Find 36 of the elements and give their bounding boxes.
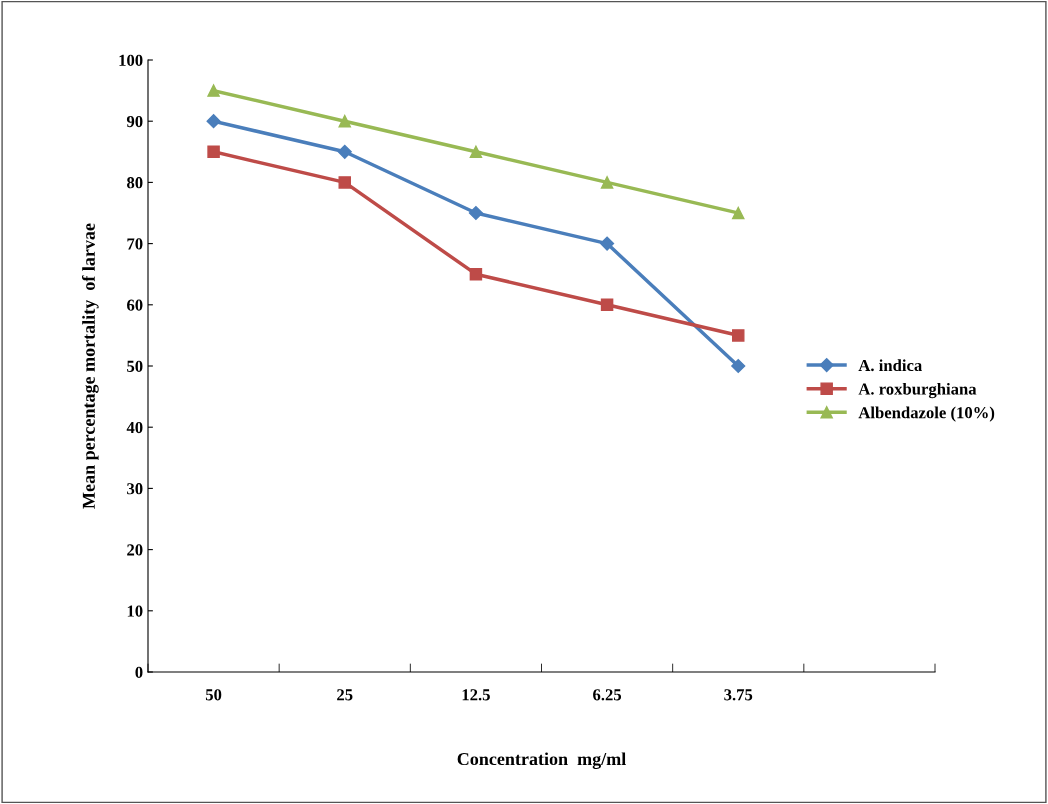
x-tick-label: 12.5 (462, 689, 490, 701)
point (207, 145, 220, 159)
point (338, 114, 352, 128)
point (469, 145, 483, 159)
y-tick-label: 40 (126, 421, 143, 434)
point (206, 114, 221, 129)
point (337, 144, 352, 159)
point (731, 206, 745, 220)
y-axis-title: Mean percentage mortality of larvae (82, 223, 99, 509)
y-tick-label: 80 (127, 177, 143, 189)
point (731, 329, 745, 342)
legend-label: A. roxburghiana (858, 382, 977, 399)
point (600, 298, 614, 312)
point (600, 176, 614, 189)
y-tick-label: 60 (127, 299, 143, 311)
legend-label: Albendazole (10%) (858, 406, 995, 422)
y-tick-label: 70 (127, 238, 143, 250)
point (468, 205, 483, 221)
legend-label: A. indica (858, 359, 922, 372)
y-tick-label: 0 (135, 666, 143, 678)
point (338, 176, 352, 189)
y-tick-label: 100 (119, 54, 143, 66)
y-tick-label: 50 (127, 360, 143, 372)
y-tick-label: 20 (127, 544, 143, 556)
x-axis-title: Concentration mg/ml (457, 752, 626, 769)
y-tick-label: 30 (127, 483, 143, 495)
point (600, 236, 615, 251)
point (469, 267, 483, 281)
x-tick-label: 3.75 (724, 689, 753, 701)
x-tick-label: 6.25 (593, 689, 622, 701)
x-tick-label: 25 (337, 689, 353, 701)
y-tick-label: 10 (127, 605, 143, 617)
x-tick-label: 50 (205, 689, 222, 701)
y-tick-label: 90 (126, 115, 143, 128)
point (207, 84, 220, 97)
point (731, 358, 746, 374)
